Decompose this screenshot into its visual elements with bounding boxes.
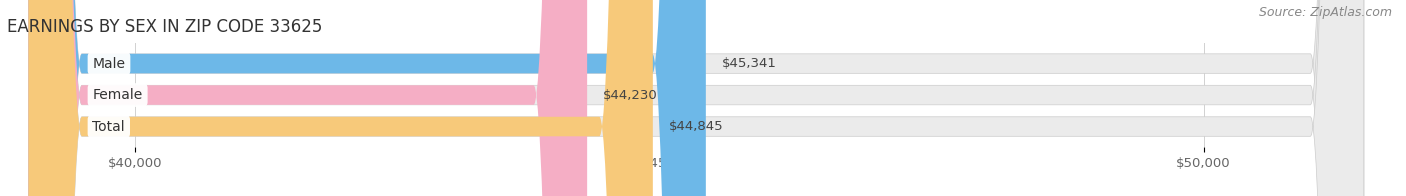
- FancyBboxPatch shape: [28, 0, 706, 196]
- Text: Source: ZipAtlas.com: Source: ZipAtlas.com: [1258, 6, 1392, 19]
- FancyBboxPatch shape: [28, 0, 1364, 196]
- Text: Male: Male: [93, 57, 125, 71]
- Text: $44,230: $44,230: [603, 89, 658, 102]
- FancyBboxPatch shape: [28, 0, 1364, 196]
- Text: Female: Female: [93, 88, 143, 102]
- Text: Total: Total: [93, 120, 125, 133]
- FancyBboxPatch shape: [28, 0, 1364, 196]
- FancyBboxPatch shape: [28, 0, 652, 196]
- FancyBboxPatch shape: [28, 0, 588, 196]
- Text: $44,845: $44,845: [669, 120, 724, 133]
- Text: EARNINGS BY SEX IN ZIP CODE 33625: EARNINGS BY SEX IN ZIP CODE 33625: [7, 18, 322, 36]
- Text: $45,341: $45,341: [721, 57, 776, 70]
